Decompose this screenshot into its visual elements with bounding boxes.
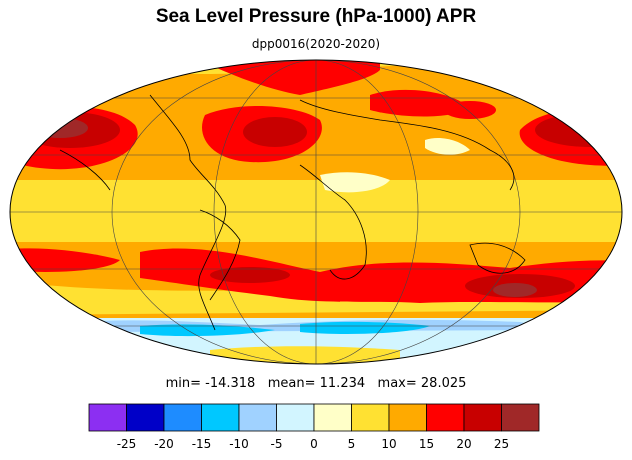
map-title: Sea Level Pressure (hPa-1000) APR <box>155 6 477 27</box>
colorbar-tick-label: -10 <box>229 437 249 451</box>
colorbar-tick-label: -20 <box>154 437 174 451</box>
colorbar-tick-label: -15 <box>192 437 212 451</box>
colorbar-box <box>463 403 502 432</box>
colorbar-box <box>388 403 427 432</box>
colorbar-tick-label: 0 <box>310 437 318 451</box>
colorbar-box <box>351 403 390 432</box>
colorbar-box <box>201 403 240 432</box>
colorbar-box <box>426 403 465 432</box>
globe-outline <box>9 59 623 365</box>
colorbar-box <box>126 403 165 432</box>
statistics-line: min= -14.318 mean= 11.234 max= 28.025 <box>0 376 632 391</box>
colorbar-box <box>163 403 202 432</box>
max-value: 28.025 <box>420 376 467 391</box>
colorbar-tick-label: 15 <box>419 437 434 451</box>
colorbar-box <box>88 403 127 432</box>
colorbar-tick-label: 25 <box>494 437 509 451</box>
mean-value: 11.234 <box>319 376 366 391</box>
colorbar-box <box>238 403 277 432</box>
map-subtitle: dpp0016(2020-2020) <box>251 37 381 51</box>
colorbar-box <box>313 403 352 432</box>
colorbar-tick-label: -5 <box>271 437 283 451</box>
colorbar-tick-label: 20 <box>456 437 471 451</box>
mean-label: mean= <box>267 376 316 391</box>
min-label: min= <box>165 376 201 391</box>
colorbar-tick-label: -25 <box>117 437 137 451</box>
colorbar-ticks: -25 -20 -15 -10 -5 0 5 10 15 20 25 <box>117 437 509 451</box>
coastlines <box>59 94 526 331</box>
colorbar-box <box>276 403 315 432</box>
colorbar-tick-label: 5 <box>348 437 356 451</box>
pressure-map <box>9 59 623 365</box>
colorbar-box <box>501 403 540 432</box>
colorbar-boxes <box>88 403 540 432</box>
max-label: max= <box>377 376 417 391</box>
min-value: -14.318 <box>205 376 256 391</box>
colorbar-tick-label: 10 <box>381 437 396 451</box>
